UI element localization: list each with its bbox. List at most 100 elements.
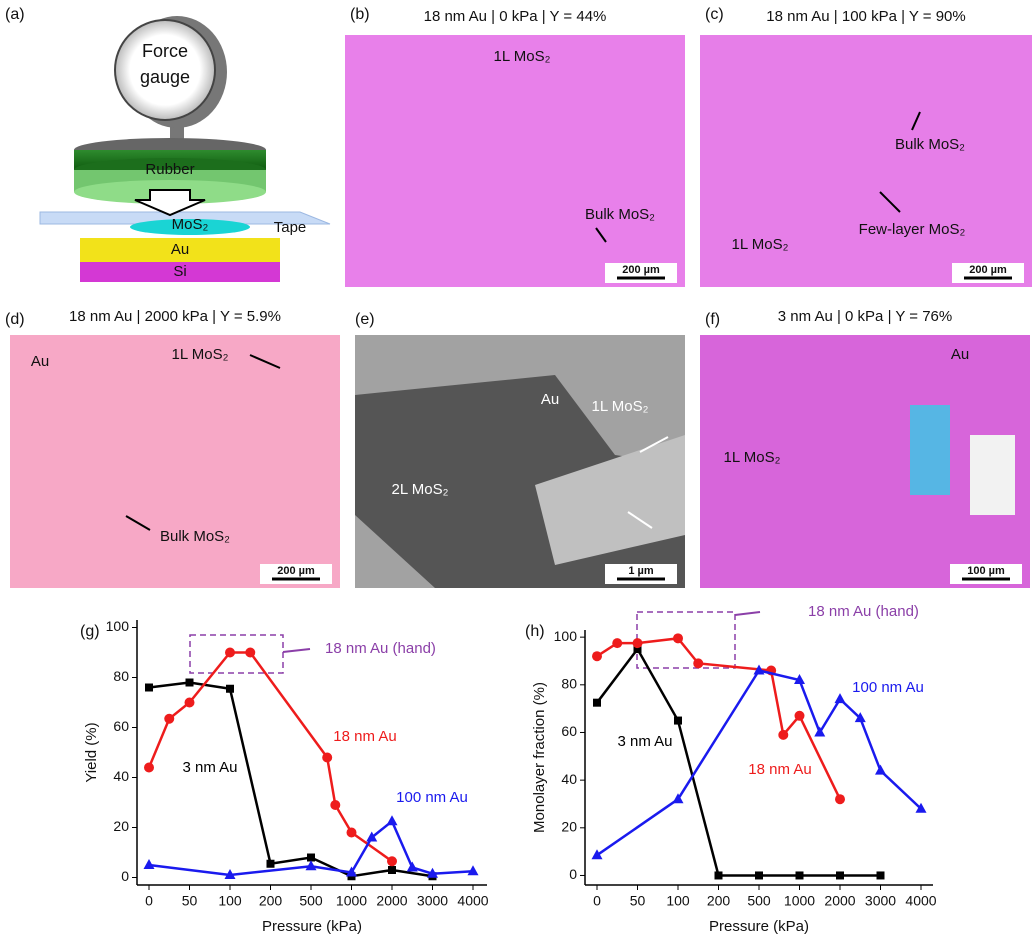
series-name: 3 nm Au — [617, 733, 672, 750]
marker — [778, 730, 788, 740]
marker — [164, 714, 174, 724]
series-name: 3 nm Au — [182, 759, 237, 776]
diagram-label: Tape — [274, 219, 307, 236]
diagram-label: Au — [171, 241, 189, 258]
panel-label: (h) — [525, 623, 545, 640]
series-name: 100 nm Au — [852, 679, 924, 696]
y-axis-label: Yield (%) — [83, 722, 100, 782]
panel-label: (d) — [5, 311, 25, 328]
diagram-label: gauge — [140, 67, 190, 87]
scale-bar-label: 1 µm — [628, 565, 654, 577]
x-tick-label: 100 — [218, 893, 242, 909]
scale-bar-label: 200 µm — [277, 565, 315, 577]
x-tick-label: 2000 — [376, 893, 407, 909]
marker — [226, 685, 234, 693]
diagram-label: MoS₂ — [172, 216, 209, 233]
panel-title: 18 nm Au | 2000 kPa | Y = 5.9% — [69, 308, 281, 325]
marker — [145, 684, 153, 692]
panel-label: (c) — [705, 6, 724, 23]
micrograph — [345, 35, 685, 287]
micrograph — [10, 335, 340, 588]
marker — [877, 871, 885, 879]
marker — [875, 765, 886, 775]
x-tick-label: 1000 — [336, 893, 367, 909]
series-line — [597, 649, 881, 875]
x-axis-label: Pressure (kPa) — [709, 918, 809, 935]
x-tick-label: 500 — [747, 893, 771, 909]
marker — [407, 862, 418, 872]
y-tick-label: 100 — [106, 618, 130, 634]
marker — [387, 856, 397, 866]
x-tick-label: 50 — [182, 893, 198, 909]
image-annotation: Bulk MoS₂ — [585, 206, 655, 223]
flake — [970, 435, 1015, 515]
x-tick-label: 2000 — [824, 893, 855, 909]
image-annotation: Few-layer MoS₂ — [859, 221, 966, 238]
x-tick-label: 50 — [630, 893, 646, 909]
marker — [388, 866, 396, 874]
annotation-arrow — [735, 612, 760, 615]
marker — [673, 633, 683, 643]
marker — [330, 800, 340, 810]
marker — [593, 699, 601, 707]
page: {"panel_a": {"label": "(a)", "texts": ["… — [0, 0, 1035, 938]
scale-bar-label: 200 µm — [622, 264, 660, 276]
series-name: 18 nm Au — [333, 728, 396, 745]
series-name: 18 nm Au — [748, 761, 811, 778]
diagram-label: Rubber — [145, 161, 194, 178]
marker — [755, 871, 763, 879]
panel-title: 18 nm Au | 100 kPa | Y = 90% — [766, 8, 965, 25]
series-name: 100 nm Au — [396, 789, 468, 806]
marker — [267, 860, 275, 868]
marker — [225, 648, 235, 658]
panel-label: (e) — [355, 311, 375, 328]
marker — [693, 658, 703, 668]
annotation: 18 nm Au (hand) — [325, 640, 436, 657]
marker — [144, 859, 155, 869]
x-tick-label: 200 — [259, 893, 283, 909]
panel-label: (a) — [5, 6, 25, 23]
marker — [835, 794, 845, 804]
x-tick-label: 200 — [707, 893, 731, 909]
y-tick-label: 0 — [569, 866, 577, 882]
panel-title: 3 nm Au | 0 kPa | Y = 76% — [778, 308, 952, 325]
y-tick-label: 60 — [561, 723, 577, 739]
marker — [674, 717, 682, 725]
panel-label: (b) — [350, 6, 370, 23]
marker — [347, 828, 357, 838]
image-annotation: 1L MoS₂ — [494, 48, 551, 65]
x-tick-label: 1000 — [784, 893, 815, 909]
y-tick-label: 40 — [113, 768, 129, 784]
marker — [612, 638, 622, 648]
marker — [186, 679, 194, 687]
marker — [306, 860, 317, 870]
annotation-arrow — [283, 649, 310, 652]
y-tick-label: 80 — [113, 668, 129, 684]
figure: (a) Force gauge Rubber MoS₂ Tape Au Si (b) 18 nm … — [0, 0, 1035, 938]
panel-title: 18 nm Au | 0 kPa | Y = 44% — [424, 8, 607, 25]
x-tick-label: 4000 — [457, 893, 488, 909]
x-tick-label: 0 — [593, 893, 601, 909]
x-tick-label: 0 — [145, 893, 153, 909]
image-annotation: Au — [541, 391, 559, 408]
diagram-label: Force — [142, 41, 188, 61]
y-tick-label: 60 — [113, 718, 129, 734]
diagram-label: Si — [173, 263, 186, 280]
marker — [715, 871, 723, 879]
image-annotation: 1L MoS₂ — [732, 236, 789, 253]
image-annotation: Au — [31, 353, 49, 370]
x-tick-label: 100 — [666, 893, 690, 909]
image-annotation: 1L MoS₂ — [592, 398, 649, 415]
marker — [835, 693, 846, 703]
x-tick-label: 3000 — [865, 893, 896, 909]
y-tick-label: 20 — [113, 818, 129, 834]
panel-label: (g) — [80, 623, 100, 640]
marker — [795, 711, 805, 721]
annotation: 18 nm Au (hand) — [808, 603, 919, 620]
scale-bar-label: 200 µm — [969, 264, 1007, 276]
y-tick-label: 40 — [561, 771, 577, 787]
marker — [322, 753, 332, 763]
image-annotation: 1L MoS₂ — [172, 346, 229, 363]
annotation-box — [190, 635, 283, 673]
marker — [185, 698, 195, 708]
